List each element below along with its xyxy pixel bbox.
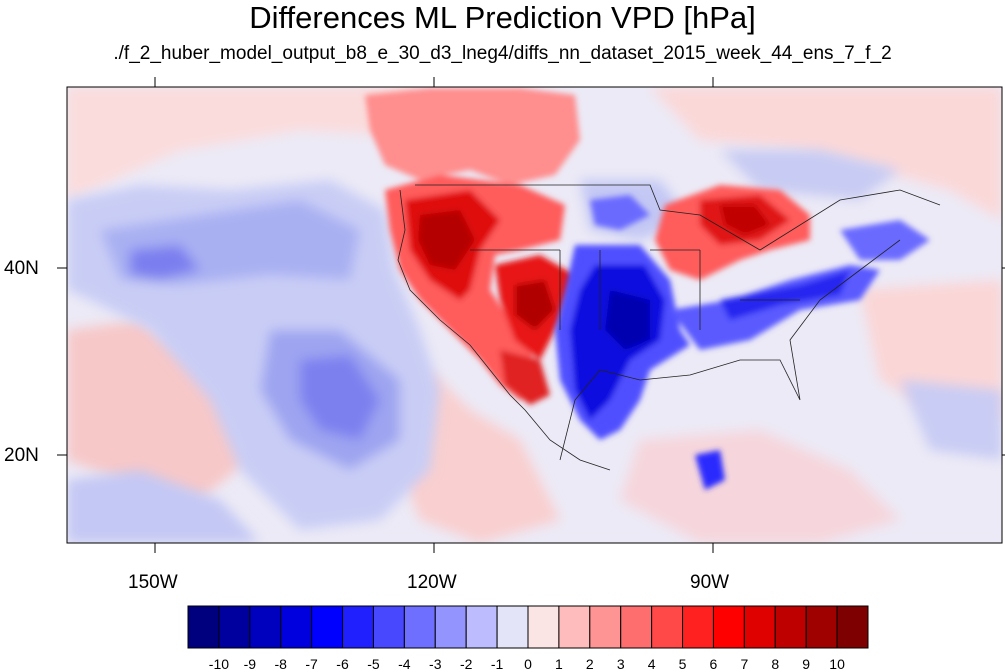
colorbar-swatch [496,605,529,649]
lon-label-90w: 90W [690,572,730,593]
colorbar-tick-label: 1 [555,656,563,672]
colorbar-swatch [249,605,282,649]
lon-label-150w: 150W [128,572,178,593]
colorbar-swatch [712,605,745,649]
colorbar-tick-label: 6 [709,656,718,672]
colorbar-tick-label: -3 [429,656,442,672]
colorbar-swatch [403,605,436,649]
axis-ticks [57,77,1005,553]
colorbar-tick-label: 3 [616,656,625,672]
colorbar-tick-label: -1 [490,656,504,672]
colorbar-swatch [280,605,313,649]
colorbar-tick-label: -2 [459,656,473,672]
map-field [67,87,1002,543]
colorbar-swatch [342,605,374,649]
colorbar-swatch [743,605,776,649]
colorbar-swatch [558,605,591,649]
colorbar-tick-label: -8 [274,656,287,672]
colorbar-tick-label: 10 [829,656,845,672]
colorbar-swatch [805,605,838,649]
coastline-lines [397,184,941,471]
colorbar-swatch [311,605,344,649]
colorbar-tick-label: 4 [647,656,656,672]
colorbar-swatch [774,605,807,649]
map-subtitle: ./f_2_huber_model_output_b8_e_30_d3_lneg… [113,43,892,64]
colorbar [187,605,869,649]
colorbar-tick-label: -7 [305,656,318,672]
map-frame [66,86,1003,544]
colorbar-swatch [218,605,251,649]
colorbar-tick-label: 2 [585,656,594,672]
lon-label-120w: 120W [407,572,457,593]
colorbar-tick-label: -10 [208,656,230,672]
colorbar-swatch [434,605,467,649]
colorbar-tick-label: -4 [398,656,411,672]
lat-label-40n: 40N [4,258,39,279]
colorbar-swatch [682,605,714,649]
colorbar-swatch [372,605,405,649]
colorbar-tick-label: 7 [740,656,749,672]
map-title: Differences ML Prediction VPD [hPa] [249,0,756,35]
colorbar-tick-label: -9 [243,656,257,672]
colorbar-swatch [651,605,684,649]
colorbar-tick-label: 8 [771,656,780,672]
lat-label-20n: 20N [4,445,39,466]
colorbar-tick-label: 0 [524,656,532,672]
colorbar-swatch [620,605,653,649]
colorbar-swatch [589,605,622,649]
colorbar-swatch [527,605,560,649]
colorbar-tick-label: 9 [802,656,811,672]
colorbar-swatch [187,605,220,649]
colorbar-tick-label: 5 [678,656,687,672]
colorbar-tick-label: -6 [336,656,349,672]
colorbar-swatch [836,605,869,649]
colorbar-tick-label: -5 [367,656,380,672]
colorbar-swatch [465,605,498,649]
